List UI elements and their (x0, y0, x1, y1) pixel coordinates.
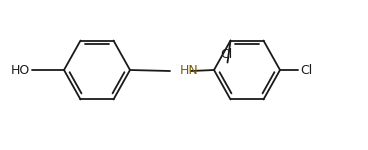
Text: Cl: Cl (220, 48, 233, 61)
Text: HN: HN (180, 64, 199, 78)
Text: Cl: Cl (300, 63, 312, 76)
Text: HO: HO (11, 63, 30, 76)
